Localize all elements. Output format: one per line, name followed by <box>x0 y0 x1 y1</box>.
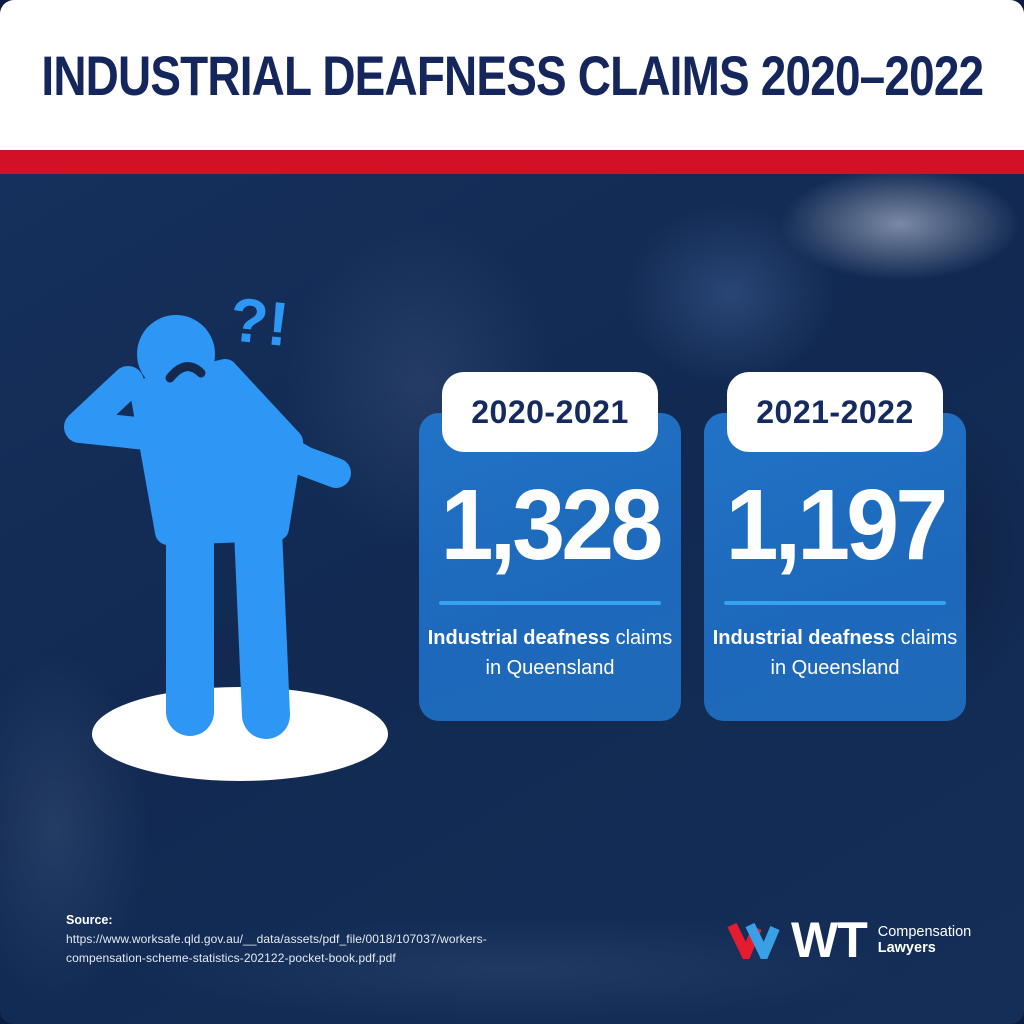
caption-bold: Industrial deafness <box>712 627 896 649</box>
period-badge: 2020-2021 <box>442 372 658 452</box>
person-covering-ear-icon: ?! <box>64 285 388 781</box>
card-divider <box>439 601 661 605</box>
logo-tagline-line1: Compensation <box>877 923 972 940</box>
person-head <box>137 315 215 393</box>
wt-logo-mark-icon <box>727 922 780 959</box>
person-right-arm <box>263 431 351 488</box>
caption-bold: Industrial deafness <box>427 627 611 649</box>
confusion-symbols: ?! <box>227 285 292 360</box>
caption-line2: in Queensland <box>485 657 615 679</box>
source-label: Source: <box>66 913 113 927</box>
claims-value: 1,328 <box>440 469 664 581</box>
person-torso <box>130 359 303 545</box>
header: INDUSTRIAL DEAFNESS CLAIMS 2020–2022 <box>0 0 1024 150</box>
period-label: 2021-2022 <box>756 393 914 430</box>
wt-compensation-lawyers-logo: WT Compensation Lawyers <box>727 915 971 965</box>
card-divider <box>724 601 946 605</box>
claims-value: 1,197 <box>725 469 949 581</box>
spotlight-ellipse <box>92 687 388 781</box>
red-divider-bar <box>0 150 1024 174</box>
caption-rest: claims <box>610 627 673 649</box>
logo-tagline-line2: Lawyers <box>877 940 936 956</box>
caption-rest: claims <box>895 627 958 649</box>
source-url-line2: compensation-scheme-statistics-202122-po… <box>66 951 396 966</box>
page-title: INDUSTRIAL DEAFNESS CLAIMS 2020–2022 <box>41 43 984 107</box>
person-left-arm-to-ear <box>64 366 162 450</box>
stat-card-2021-2022: 2021-2022 1,197 Industrial deafness clai… <box>704 372 966 721</box>
logo-tagline: Compensation Lawyers <box>878 924 972 956</box>
period-badge: 2021-2022 <box>727 372 943 452</box>
caption-line2: in Queensland <box>770 657 900 679</box>
frown-mouth <box>165 362 206 383</box>
period-label: 2020-2021 <box>471 393 629 430</box>
logo-wordmark: WT <box>791 912 868 968</box>
stat-card-2020-2021: 2020-2021 1,328 Industrial deafness clai… <box>419 372 681 721</box>
source-block: Source: https://www.worksafe.qld.gov.au/… <box>66 913 487 968</box>
source-url-line1: https://www.worksafe.qld.gov.au/__data/a… <box>66 932 487 946</box>
claims-caption: Industrial deafness claims in Queensland <box>712 623 958 683</box>
person-legs <box>166 506 290 739</box>
claims-caption: Industrial deafness claims in Queensland <box>427 623 673 683</box>
